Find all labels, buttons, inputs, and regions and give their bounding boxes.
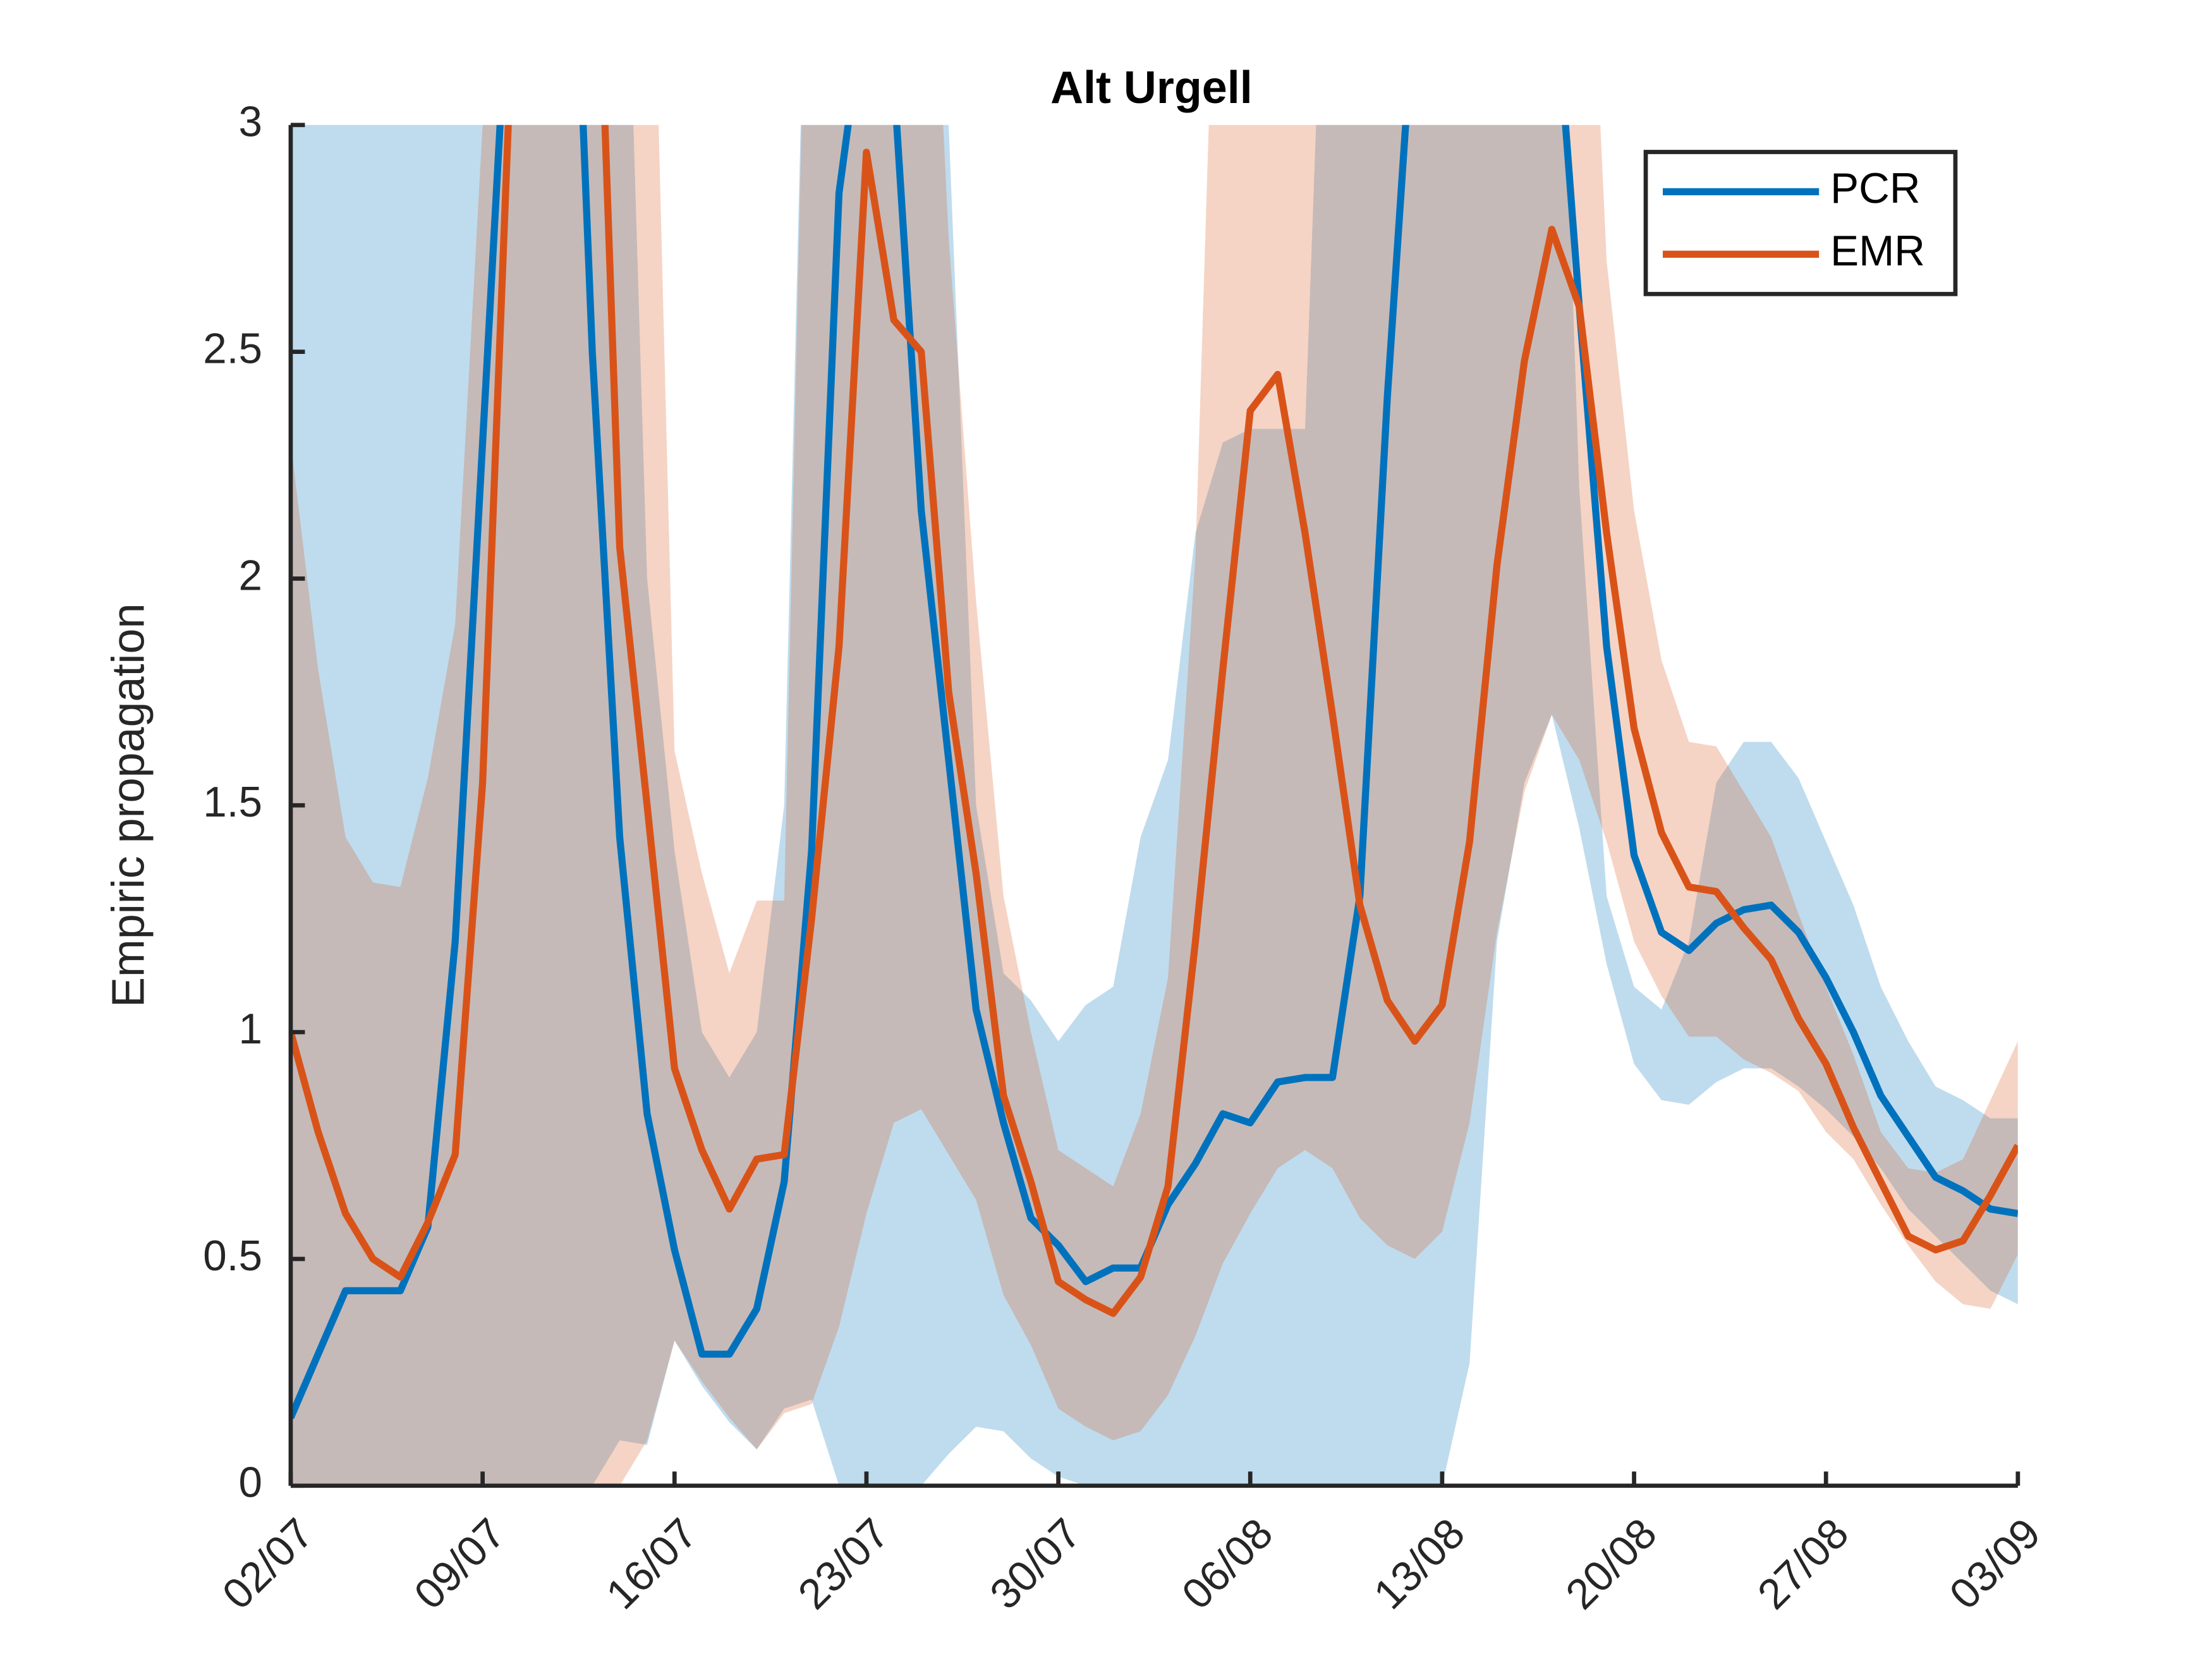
chart-title: Alt Urgell [1050,63,1253,113]
y-tick-label: 0.5 [203,1232,262,1280]
data-line [290,125,2018,1317]
bands [290,125,2018,1486]
legend-label: PCR [1830,165,1920,212]
y-tick-label: 1.5 [203,779,262,826]
legend-box [1643,150,1958,296]
confidence-band [290,125,2018,1486]
lines [290,125,2018,1419]
confidence-band [290,125,2018,1486]
y-tick-label: 1 [239,1006,263,1053]
y-tick-label: 0 [239,1459,263,1507]
y-tick-label: 2 [239,552,263,599]
y-tick-label: 3 [239,99,263,146]
legend-label: EMR [1830,228,1925,275]
y-axis-label: Empiric propagation [103,604,154,1008]
y-tick-label: 2.5 [203,325,262,372]
